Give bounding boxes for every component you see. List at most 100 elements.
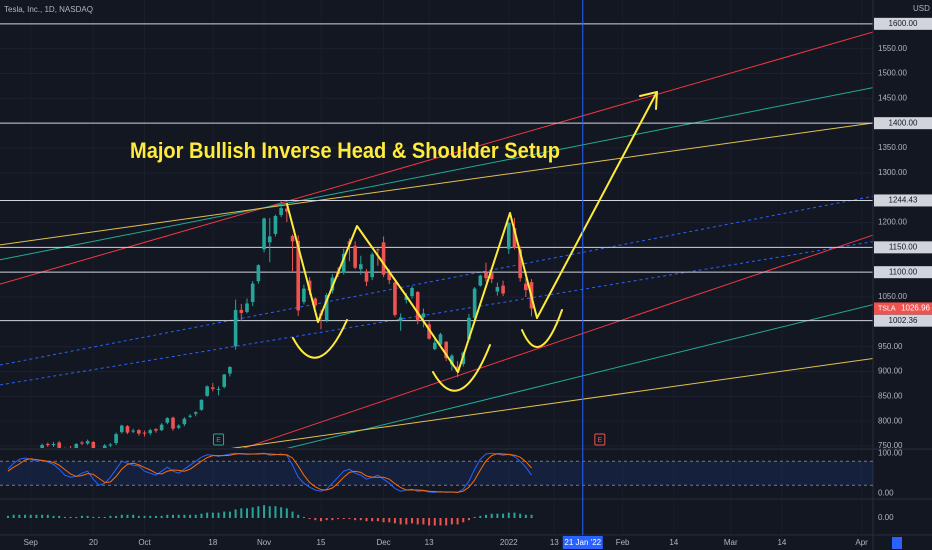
histogram-bar bbox=[58, 515, 61, 518]
candle-body bbox=[506, 223, 511, 249]
right-shoulder bbox=[521, 309, 563, 348]
histogram-bar bbox=[35, 514, 38, 518]
histogram-bar bbox=[365, 518, 368, 522]
candle-body bbox=[398, 317, 403, 321]
candle-body bbox=[421, 313, 426, 318]
candle-body bbox=[370, 254, 374, 278]
candle-body bbox=[495, 287, 500, 292]
candle-body bbox=[472, 288, 477, 318]
histogram-bar bbox=[24, 514, 27, 518]
candle-body bbox=[137, 430, 141, 434]
y-tick-label: 750.00 bbox=[878, 441, 903, 450]
histogram-bar bbox=[183, 514, 186, 518]
price-label-box bbox=[874, 117, 932, 130]
candle-body bbox=[267, 236, 272, 243]
candle-body bbox=[307, 280, 312, 291]
y-tick-label: 1300.00 bbox=[878, 168, 907, 177]
histogram-bar bbox=[467, 518, 470, 521]
histogram-bar bbox=[485, 514, 488, 518]
candle-body bbox=[171, 417, 175, 429]
candle-body bbox=[80, 442, 84, 444]
price-label-box bbox=[874, 266, 932, 279]
histogram-bar bbox=[6, 515, 9, 518]
y-tick-label: 1550.00 bbox=[878, 44, 907, 53]
x-tick-label: 20 bbox=[89, 538, 98, 547]
settings-button[interactable] bbox=[892, 537, 902, 549]
x-tick-label: 13 bbox=[550, 538, 559, 547]
candle-body bbox=[182, 418, 187, 425]
histogram-bar bbox=[319, 518, 322, 522]
candle-body bbox=[279, 208, 283, 216]
candle-body bbox=[524, 283, 528, 291]
histogram-bar bbox=[86, 515, 89, 518]
oscillator-band bbox=[0, 461, 873, 486]
candle-body bbox=[85, 441, 90, 444]
candle-body bbox=[501, 285, 505, 294]
price-label-box bbox=[874, 17, 932, 30]
price-label-box bbox=[874, 241, 932, 254]
candle-body bbox=[302, 288, 306, 302]
candle-body bbox=[484, 272, 488, 279]
price-drawings bbox=[0, 23, 873, 448]
histogram-bar bbox=[41, 514, 44, 518]
histogram-bar bbox=[348, 518, 351, 520]
histogram-bar bbox=[149, 515, 152, 518]
x-tick-label: Nov bbox=[257, 538, 271, 547]
histogram-bar bbox=[291, 511, 294, 518]
histogram-bar bbox=[189, 514, 192, 518]
histogram-bar bbox=[462, 518, 465, 523]
x-tick-label: Oct bbox=[138, 538, 151, 547]
y-tick-label: 900.00 bbox=[878, 367, 903, 376]
candle-body bbox=[450, 355, 454, 365]
price-label: 1244.43 bbox=[889, 196, 918, 205]
histogram-bar bbox=[268, 506, 271, 518]
y-tick-label: 1200.00 bbox=[878, 218, 907, 227]
candle-body bbox=[256, 265, 261, 282]
head bbox=[432, 344, 491, 392]
candle-body bbox=[205, 386, 209, 396]
candle-body bbox=[512, 227, 517, 248]
x-tick-label: Mar bbox=[724, 538, 738, 547]
histogram-bar bbox=[519, 513, 522, 518]
y-tick-label: 1350.00 bbox=[878, 143, 907, 152]
candle-body bbox=[404, 296, 409, 300]
candle-body bbox=[455, 366, 460, 373]
histogram-bar bbox=[177, 514, 180, 518]
histogram-bar bbox=[450, 518, 453, 525]
y-tick-label: 850.00 bbox=[878, 391, 903, 400]
price-label: 1002.36 bbox=[889, 316, 918, 325]
histogram-bar bbox=[12, 514, 15, 518]
histogram-pane: 0.00 bbox=[6, 505, 894, 526]
oscillator-tick-label: 0.00 bbox=[878, 488, 894, 497]
histogram-bar bbox=[405, 518, 408, 525]
candle-body bbox=[427, 324, 431, 339]
candle-body bbox=[410, 288, 414, 297]
candle-body bbox=[159, 424, 164, 431]
pattern-drawing bbox=[286, 91, 658, 392]
candle-body bbox=[46, 444, 50, 446]
histogram-bar bbox=[507, 512, 510, 518]
histogram-tick-label: 0.00 bbox=[878, 513, 894, 522]
candle-body bbox=[489, 273, 494, 280]
histogram-bar bbox=[194, 514, 197, 518]
candle-body bbox=[381, 242, 386, 275]
histogram-bar bbox=[223, 511, 226, 518]
candle-body bbox=[211, 387, 215, 389]
pattern-line bbox=[286, 91, 658, 373]
histogram-bar bbox=[120, 514, 123, 518]
candle-body bbox=[102, 445, 107, 448]
histogram-bar bbox=[92, 516, 95, 518]
histogram-bar bbox=[109, 515, 112, 518]
candle-body bbox=[228, 367, 232, 374]
y-tick-label: 1500.00 bbox=[878, 69, 907, 78]
histogram-bar bbox=[154, 515, 157, 518]
event-marker bbox=[594, 433, 606, 446]
histogram-bar bbox=[160, 515, 163, 518]
histogram-bar bbox=[234, 509, 237, 518]
last-price-label: 1026.96 bbox=[901, 304, 930, 313]
histogram-bar bbox=[490, 513, 493, 518]
candle-body bbox=[233, 309, 238, 347]
currency: USD bbox=[913, 4, 930, 13]
histogram-bar bbox=[342, 518, 345, 520]
